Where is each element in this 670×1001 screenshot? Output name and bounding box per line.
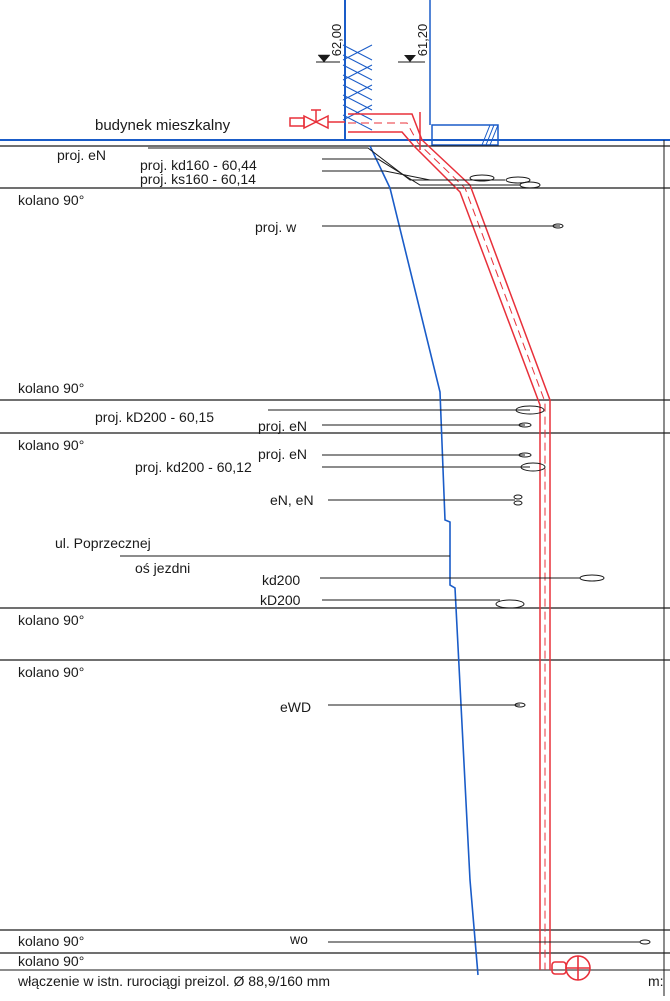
crossing-label-11: kD200 [260, 592, 301, 608]
crossing-label-1: proj. eN [57, 147, 106, 163]
building-label: budynek mieszkalny [95, 117, 231, 134]
level-left-text: 62,00 [329, 24, 344, 57]
level-marker-left: 62,00 [316, 24, 344, 63]
street-label: ul. Poprzecznej [55, 535, 151, 551]
pipe-end-circle-icon [551, 955, 591, 981]
valve-icon [289, 109, 345, 130]
section-label-5: kolano 90° [18, 664, 84, 680]
crossing-label-8: proj. kd200 - 60,12 [135, 459, 252, 475]
section-label-2: kolano 90° [18, 380, 84, 396]
connection-label: włączenie w istn. rurociągi preizol. Ø 8… [17, 973, 330, 989]
soil-hatch [342, 44, 373, 131]
section-label-1: kolano 90° [18, 192, 84, 208]
heat-pipe [348, 112, 551, 970]
crossing-label-12: eWD [280, 699, 311, 715]
foundation-hatch [481, 124, 499, 146]
crossing-label-13: wo [289, 931, 308, 947]
crossing-label-3: proj. ks160 - 60,14 [140, 171, 256, 187]
building-wall [342, 0, 499, 146]
road-axis-label: oś jezdni [135, 560, 190, 576]
crossing-label-10: kd200 [262, 572, 300, 588]
section-label-7: kolano 90° [18, 953, 84, 969]
crossing-label-9: eN, eN [270, 492, 314, 508]
crossing-label-5: proj. kD200 - 60,15 [95, 409, 214, 425]
section-lines [0, 187, 670, 954]
level-right-text: 61,20 [415, 24, 430, 57]
foundation [431, 124, 499, 146]
crossing-label-7: proj. eN [258, 446, 307, 462]
crossing-label-4: proj. w [255, 219, 297, 235]
section-label-3: kolano 90° [18, 437, 84, 453]
section-label-4: kolano 90° [18, 612, 84, 628]
axis-marker: m: [648, 973, 664, 989]
section-label-6: kolano 90° [18, 933, 84, 949]
level-marker-right: 61,20 [398, 24, 430, 63]
crossing-label-6: proj. eN [258, 418, 307, 434]
terrain-line [369, 145, 479, 976]
crossing-leaders [120, 147, 651, 945]
crossing-label-2: proj. kd160 - 60,44 [140, 157, 257, 173]
